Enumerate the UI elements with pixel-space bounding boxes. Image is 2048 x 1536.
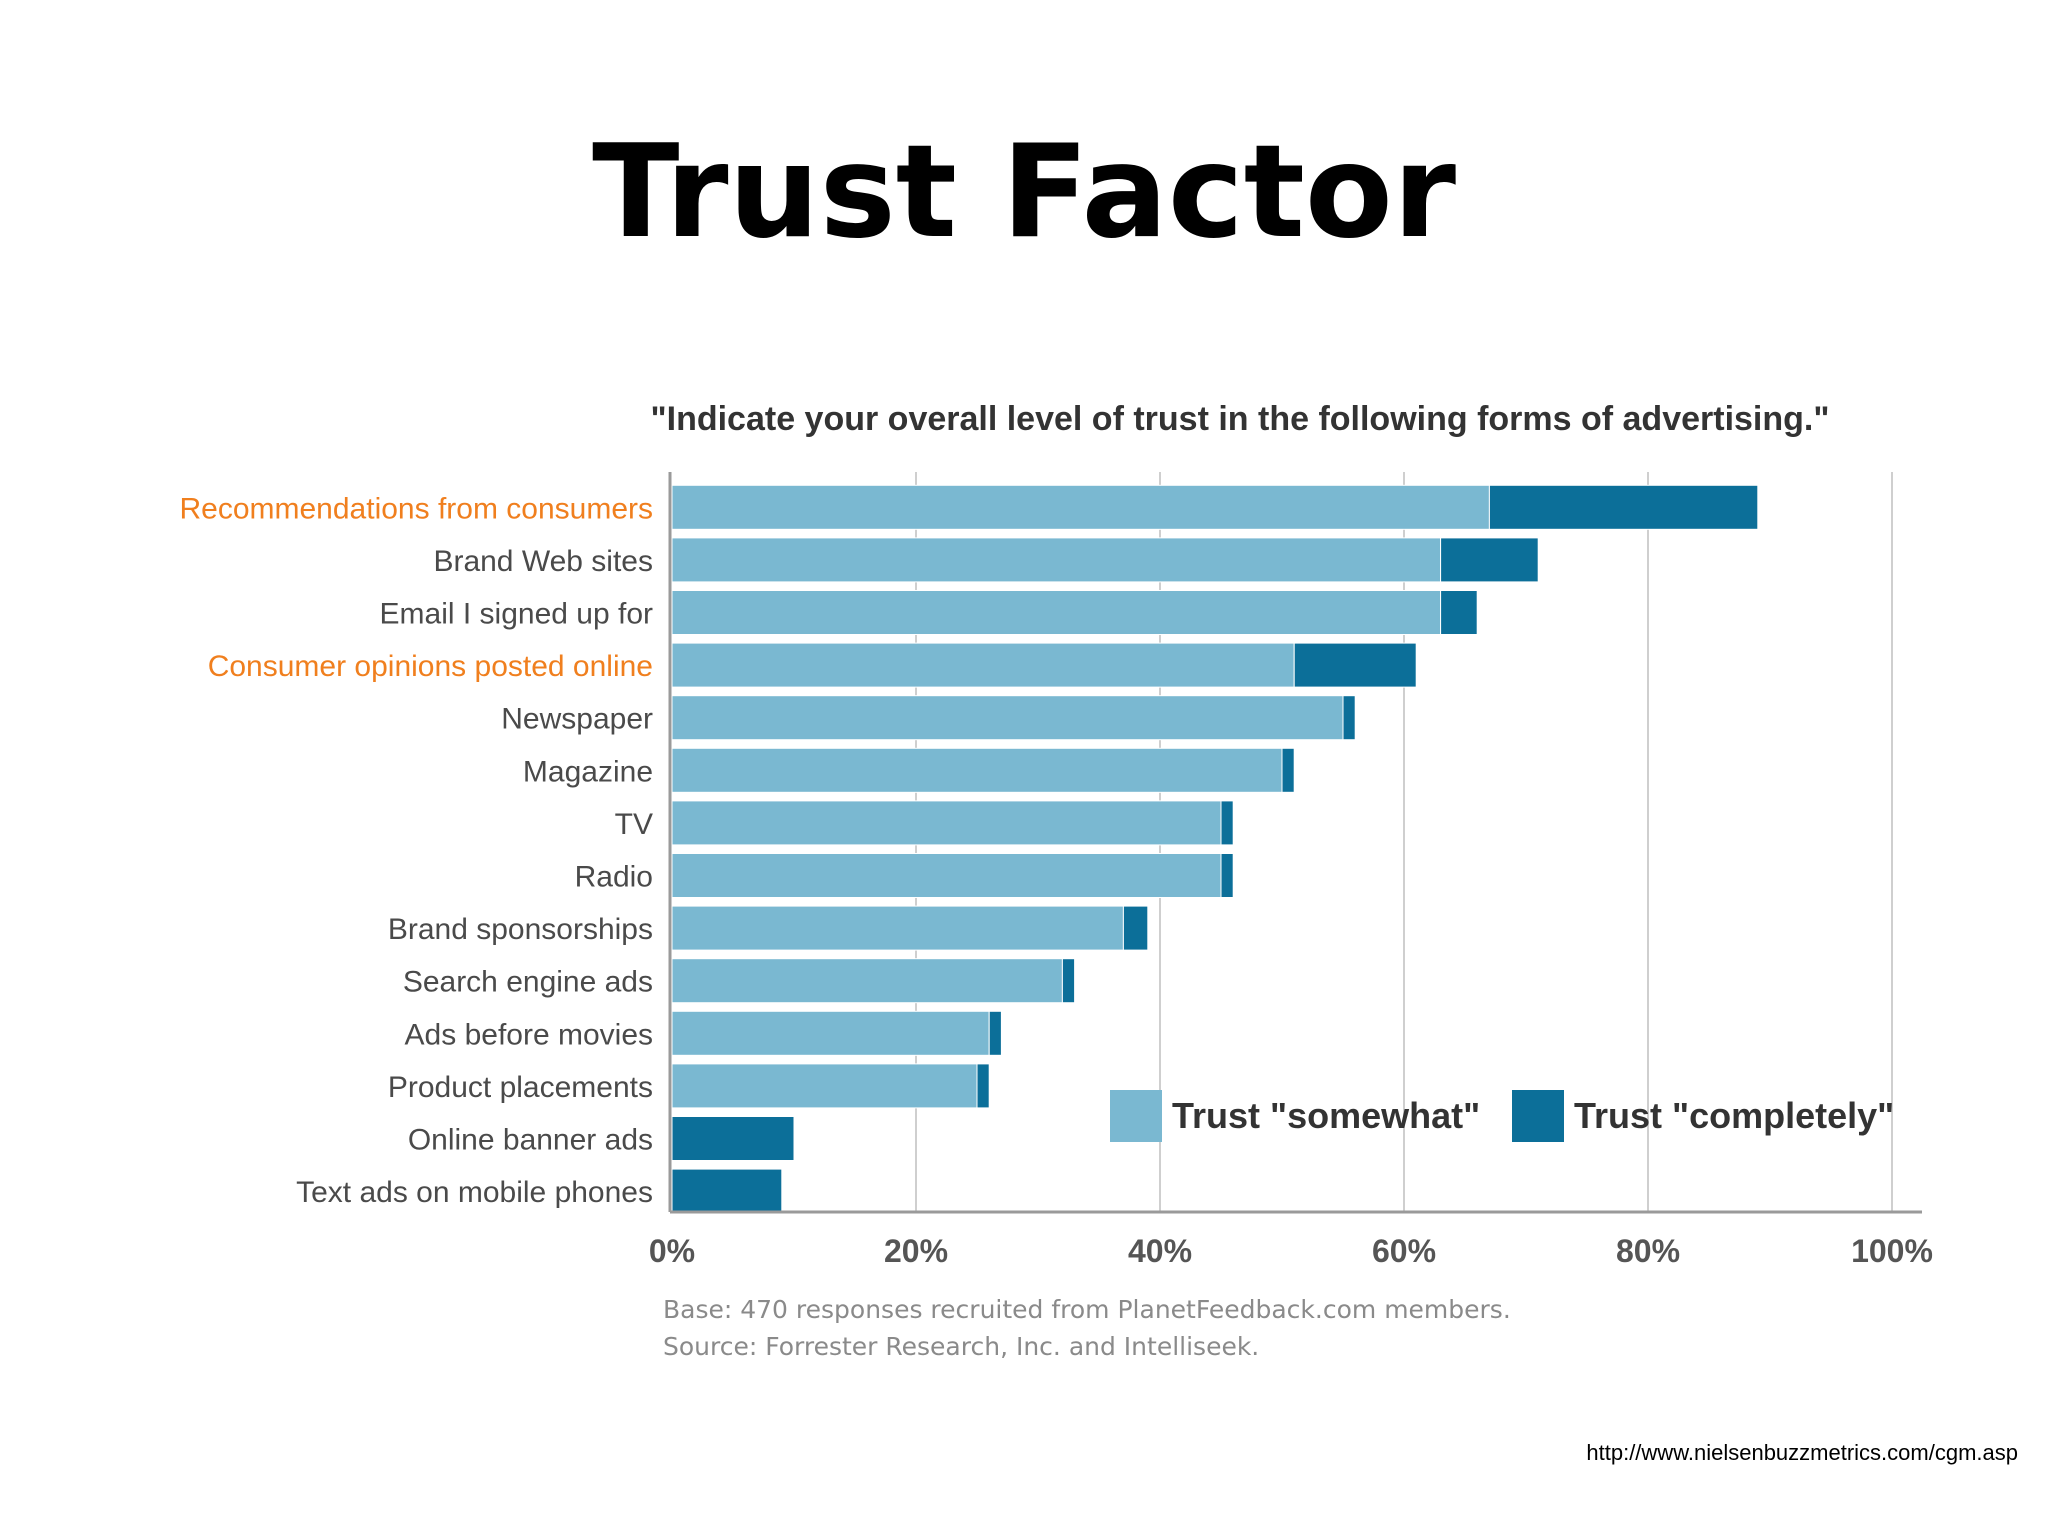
bar-somewhat [671,484,1490,530]
category-label: Ads before movies [405,1018,653,1051]
legend-swatch-completely [1512,1090,1564,1142]
bar-completely [1122,905,1149,951]
category-label: Newspaper [501,703,653,736]
x-tick-label: 40% [1128,1233,1192,1269]
bar-completely [1488,484,1759,530]
category-label: Brand sponsorships [388,913,653,946]
slide-title: Trust Factor [592,118,1456,267]
source-note: Source: Forrester Research, Inc. and Int… [663,1332,1259,1361]
category-label: Brand Web sites [433,545,653,578]
bar-somewhat [671,905,1124,951]
x-tick-label: 0% [649,1233,695,1269]
bar-completely [1061,958,1076,1004]
bar-somewhat [671,590,1442,635]
bar-completely [671,1168,783,1214]
bar-completely [1220,800,1234,846]
source-url: http://www.nielsenbuzzmetrics.com/cgm.as… [1586,1440,2018,1465]
category-label: Email I signed up for [380,598,653,631]
bar-somewhat [671,695,1344,741]
legend-swatch-somewhat [1110,1090,1162,1142]
legend: Trust "somewhat" Trust "completely" [1110,1090,1894,1142]
bar-somewhat [671,537,1442,583]
category-label: Consumer opinions posted online [208,650,653,683]
legend-label: Trust "somewhat" [1172,1095,1480,1136]
category-label: Online banner ads [408,1124,653,1157]
category-label: Product placements [388,1071,653,1104]
category-label: Radio [575,861,653,894]
bar-somewhat [671,642,1295,688]
bar-somewhat [671,1063,978,1109]
category-label: TV [615,808,653,841]
bar-somewhat [671,800,1222,846]
x-tick-label: 100% [1851,1233,1933,1269]
bar-completely [1440,590,1478,635]
x-axis-ticks: 0% 20% 40% 60% 80% 100% [649,1233,1933,1269]
category-label: Recommendations from consumers [179,492,653,525]
bar-completely [671,1116,795,1161]
bar-somewhat [671,853,1222,898]
bar-completely [1281,747,1295,793]
category-labels: Recommendations from consumers Brand Web … [179,492,653,1209]
x-tick-label: 60% [1372,1233,1436,1269]
chart-title: "Indicate your overall level of trust in… [651,400,1830,438]
x-tick-label: 80% [1616,1233,1680,1269]
bars [671,484,1759,1214]
bar-somewhat [671,958,1063,1004]
legend-label: Trust "completely" [1574,1095,1894,1136]
bar-completely [1293,642,1417,688]
bar-completely [976,1063,990,1109]
category-label: Search engine ads [403,966,653,999]
base-note: Base: 470 responses recruited from Plane… [663,1295,1511,1324]
category-label: Text ads on mobile phones [296,1176,653,1209]
bar-completely [1220,853,1234,898]
bar-completely [1342,695,1356,741]
bar-somewhat [671,747,1283,793]
axes [668,472,1922,1214]
bar-somewhat [671,1010,990,1056]
category-label: Magazine [523,755,653,788]
bar-completely [1440,537,1539,583]
bar-completely [988,1010,1002,1056]
x-tick-label: 20% [884,1233,948,1269]
